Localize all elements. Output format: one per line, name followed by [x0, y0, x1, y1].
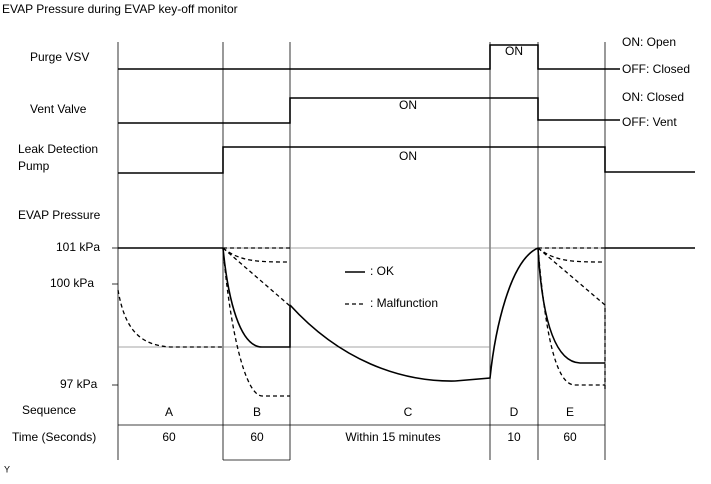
label: Leak Detection — [18, 142, 98, 156]
label: 101 kPa — [56, 240, 100, 254]
label: Vent Valve — [30, 102, 87, 116]
label: ON: Open — [622, 35, 676, 49]
time: Within 15 minutes — [345, 430, 440, 444]
seq: A — [165, 405, 173, 419]
sequence: A B C D E 60 60 Within 15 minutes 10 60 — [162, 405, 577, 444]
on-label: ON — [399, 149, 417, 163]
label: ON: Closed — [622, 90, 684, 104]
seq: B — [253, 405, 261, 419]
time: 60 — [250, 430, 264, 444]
label: 97 kPa — [60, 377, 98, 391]
seq: D — [510, 405, 519, 419]
on-label: ON — [505, 44, 523, 58]
label: Pump — [18, 159, 50, 173]
label: EVAP Pressure — [18, 208, 101, 222]
on-label: ON — [399, 98, 417, 112]
dividers — [112, 42, 606, 461]
legend-malfunction: : Malfunction — [370, 296, 438, 310]
row-labels: Purge VSV Vent Valve Leak Detection Pump… — [12, 50, 101, 444]
time: 60 — [162, 430, 176, 444]
time: 60 — [563, 430, 577, 444]
label: Sequence — [22, 403, 76, 417]
label: 100 kPa — [50, 276, 94, 290]
title: EVAP Pressure during EVAP key-off monito… — [2, 2, 238, 16]
seq: C — [404, 405, 413, 419]
label: OFF: Closed — [622, 62, 690, 76]
legend-ok: : OK — [370, 264, 394, 278]
seq: E — [566, 405, 574, 419]
state-labels: ON: Open OFF: Closed ON: Closed OFF: Ven… — [622, 35, 690, 129]
footer: Y — [4, 464, 10, 474]
time: 10 — [507, 430, 521, 444]
label: Time (Seconds) — [12, 430, 96, 444]
label: OFF: Vent — [622, 115, 677, 129]
label: Purge VSV — [30, 50, 89, 64]
signals — [117, 44, 695, 397]
